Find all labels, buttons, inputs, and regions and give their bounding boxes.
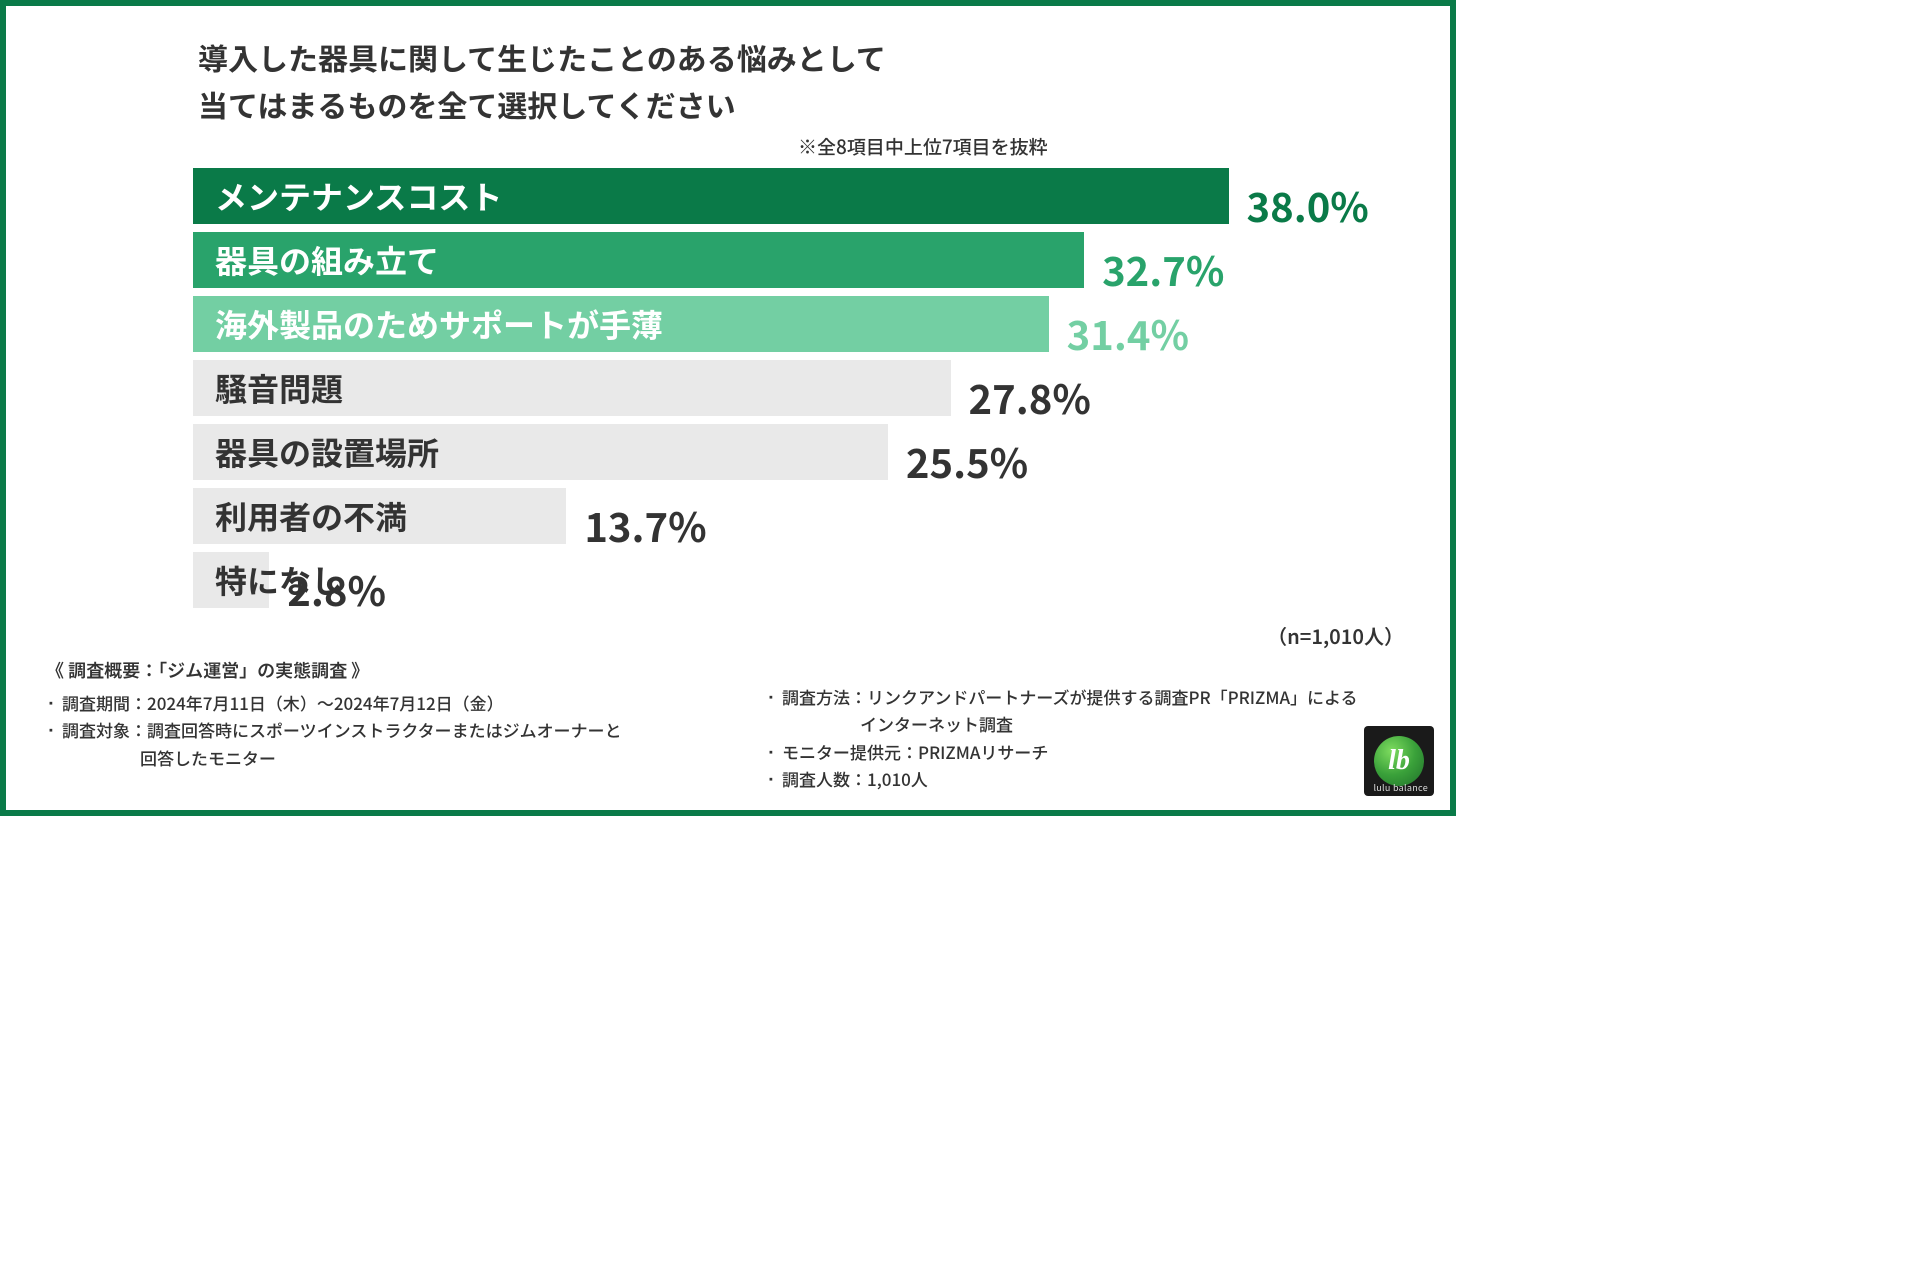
bar: 海外製品のためサポートが手薄 [193,296,1049,352]
footer-item: モニター提供元：PRIZMAリサーチ [766,738,1416,765]
bar-value: 13.7% [584,497,706,553]
footer-item: インターネット調査 [766,710,1416,737]
bar-value: 32.7% [1102,241,1224,297]
bar-row: 騒音問題27.8% [193,360,1423,416]
bar: メンテナンスコスト [193,168,1229,224]
bar-value: 27.8% [969,369,1091,425]
footer-item: 調査方法：リンクアンドパートナーズが提供する調査PR「PRIZMA」による [766,683,1416,710]
bar: 特になし [193,552,269,608]
brand-logo: lb lulu balance [1364,726,1434,796]
bar-value: 38.0% [1247,177,1369,233]
chart-title: 導入した器具に関して生じたことのある悩みとして 当てはまるものを全て選択してくだ… [198,34,1408,127]
footer-item: 調査期間：2024年7月11日（木）～2024年7月12日（金） [46,689,696,716]
bar-value: 31.4% [1067,305,1189,361]
bar-value: 2.8% [287,561,386,617]
chart-subnote: ※全8項目中上位7項目を抜粋 [798,133,1408,160]
bar-chart: メンテナンスコスト38.0%器具の組み立て32.7%海外製品のためサポートが手薄… [193,168,1423,608]
bar-row: 器具の組み立て32.7% [193,232,1423,288]
bar: 騒音問題 [193,360,951,416]
title-line-1: 導入した器具に関して生じたことのある悩みとして [198,35,886,79]
bar: 器具の組み立て [193,232,1084,288]
bar: 利用者の不満 [193,488,566,544]
logo-glyph: lb [1374,736,1424,786]
bar-row: 器具の設置場所25.5% [193,424,1423,480]
footer-heading: 《 調査概要：「ジム運営」の実態調査 》 [46,657,696,683]
footer-item: 回答したモニター [46,744,696,771]
footer-left-column: 《 調査概要：「ジム運営」の実態調査 》 調査期間：2024年7月11日（木）～… [46,657,696,792]
chart-frame: 導入した器具に関して生じたことのある悩みとして 当てはまるものを全て選択してくだ… [0,0,1456,816]
footer-item: 調査対象：調査回答時にスポーツインストラクターまたはジムオーナーと [46,716,696,743]
survey-footer: 《 調査概要：「ジム運営」の実態調査 》 調査期間：2024年7月11日（木）～… [46,657,1416,792]
bar-row: メンテナンスコスト38.0% [193,168,1423,224]
bar-row: 海外製品のためサポートが手薄31.4% [193,296,1423,352]
sample-size: （n=1,010人） [1267,621,1404,650]
logo-caption: lulu balance [1373,781,1428,794]
footer-item: 調査人数：1,010人 [766,765,1416,792]
bar-row: 利用者の不満13.7% [193,488,1423,544]
title-line-2: 当てはまるものを全て選択してください [198,82,736,126]
bar-value: 25.5% [906,433,1028,489]
bar: 器具の設置場所 [193,424,888,480]
bar-row: 特になし2.8% [193,552,1423,608]
footer-right-column: 調査方法：リンクアンドパートナーズが提供する調査PR「PRIZMA」によるインタ… [766,657,1416,792]
